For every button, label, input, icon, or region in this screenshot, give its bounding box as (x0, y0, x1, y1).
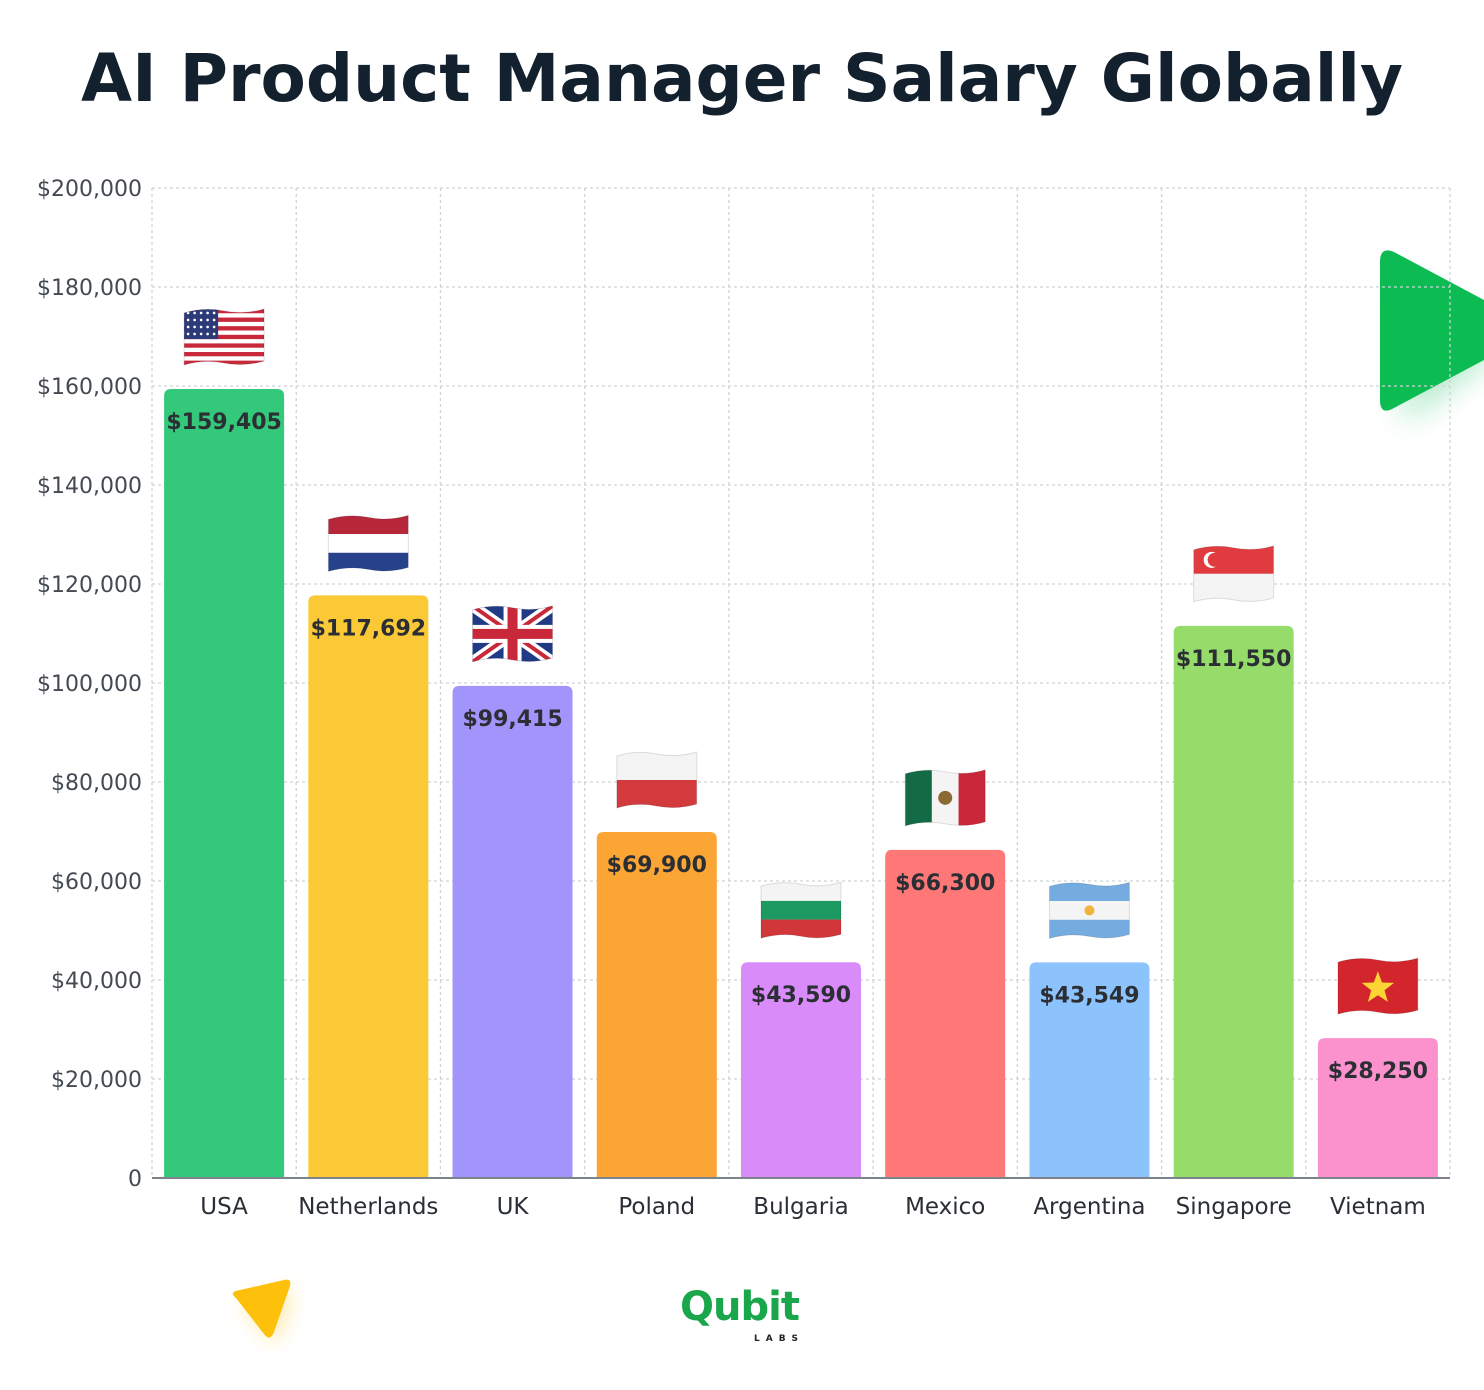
data-label: $66,300 (895, 871, 995, 896)
x-tick-label: USA (200, 1194, 248, 1220)
y-tick-label: $40,000 (51, 969, 142, 994)
bar-vietnam (1317, 1038, 1438, 1178)
y-tick-label: $100,000 (37, 672, 142, 697)
yellow-triangle-decoration (232, 1279, 291, 1338)
bar-uk (452, 685, 573, 1178)
data-label: $69,900 (607, 853, 707, 878)
flag-mexico-icon (904, 769, 986, 827)
flag-usa-icon (183, 308, 265, 366)
bar-bulgaria (741, 962, 861, 1178)
data-label: $28,250 (1328, 1059, 1428, 1084)
qubit-labs-logo: Qubit LABS (680, 1284, 810, 1348)
flag-vietnam-icon (1337, 957, 1419, 1015)
data-label: $111,550 (1176, 647, 1292, 672)
x-tick-label: Poland (618, 1194, 695, 1220)
bar-poland (596, 831, 717, 1178)
y-tick-label: 0 (128, 1167, 142, 1192)
y-tick-label: $20,000 (51, 1068, 142, 1093)
logo-wordmark: Qubit (680, 1284, 800, 1330)
logo-subtext: LABS (754, 1334, 805, 1344)
flag-argentina-icon (1048, 881, 1130, 940)
y-tick-label: $80,000 (51, 771, 142, 796)
x-tick-label: Mexico (905, 1194, 985, 1220)
y-tick-label: $200,000 (37, 177, 142, 202)
y-axis: 0 $20,000 $40,000 $60,000 $80,000 $100,000 $12… (37, 177, 142, 1192)
y-tick-label: $180,000 (37, 276, 142, 301)
green-triangle-decoration (1380, 250, 1484, 411)
flag-poland-icon (616, 751, 698, 809)
bar-netherlands (308, 595, 429, 1178)
bar-argentina (1029, 962, 1150, 1178)
y-tick-label: $140,000 (37, 474, 142, 499)
x-axis: USA Netherlands UK Poland Bulgaria Mexico Arge… (152, 1177, 1450, 1220)
y-tick-label: $160,000 (37, 375, 142, 400)
data-label: $43,590 (751, 983, 851, 1008)
x-tick-label: UK (497, 1194, 530, 1220)
y-tick-label: $60,000 (51, 870, 142, 895)
data-label: $43,549 (1039, 983, 1139, 1008)
bars: $159,405 $117,692 $99,415 $69,900 $43,590 $66… (164, 308, 1438, 1178)
data-label: $117,692 (311, 616, 427, 641)
x-tick-label: Argentina (1033, 1194, 1145, 1220)
flag-netherlands-icon (327, 514, 409, 573)
bar-mexico (885, 849, 1006, 1178)
flag-singapore-icon (1193, 545, 1275, 603)
flag-bulgaria-icon (760, 881, 842, 939)
data-label: $159,405 (166, 410, 282, 435)
y-tick-label: $120,000 (37, 573, 142, 598)
bar-usa (164, 388, 285, 1178)
chart-title: AI Product Manager Salary Globally (81, 40, 1403, 117)
data-label: $99,415 (462, 707, 562, 732)
x-tick-label: Vietnam (1330, 1194, 1426, 1220)
x-tick-label: Netherlands (298, 1194, 438, 1220)
x-tick-label: Bulgaria (753, 1194, 848, 1220)
flag-uk-icon (472, 605, 554, 663)
bar-singapore (1173, 625, 1294, 1178)
x-tick-label: Singapore (1176, 1194, 1292, 1220)
